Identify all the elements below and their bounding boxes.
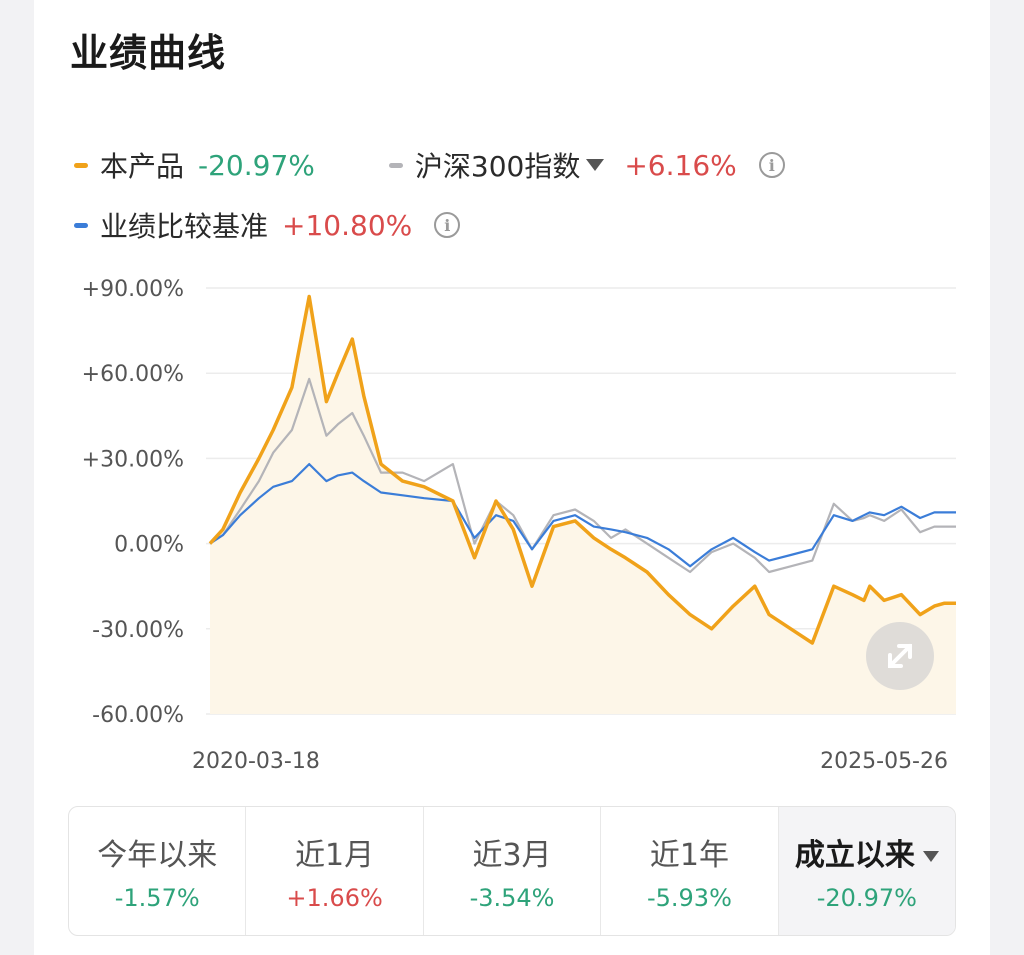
legend-index-label[interactable]: 沪深300指数 [414,150,581,183]
expand-icon [888,644,912,668]
period-selector: 今年以来 -1.57% 近1月 +1.66% 近3月 -3.54% 近1年 -5… [68,806,956,936]
period-1y[interactable]: 近1年 -5.93% [601,807,779,935]
legend-product-label: 本产品 [100,150,185,183]
y-tick-label: -30.00% [92,618,184,643]
period-label: 今年以来 [97,838,218,873]
period-3m[interactable]: 近3月 -3.54% [424,807,602,935]
product-swatch [74,162,88,168]
benchmark-series-line [209,463,956,568]
period-label: 近1月 [295,838,375,873]
x-tick-label-end: 2025-05-26 [820,749,948,774]
index-swatch [388,162,403,168]
period-label: 近3月 [472,838,552,873]
legend-product-value: -20.97% [198,148,315,182]
period-value: -3.54% [469,884,555,912]
index-series-line [209,377,956,574]
legend-index-value: +6.16% [624,148,737,182]
legend-benchmark-value: +10.80% [282,208,413,242]
y-tick-label: -60.00% [92,703,184,728]
y-tick-label: +90.00% [82,277,184,302]
y-tick-label: +60.00% [82,362,184,387]
period-value: -1.57% [114,884,200,912]
performance-chart[interactable]: +90.00% +60.00% +30.00% 0.00% -30.00% -60.00%… [34,260,990,780]
benchmark-swatch [74,222,88,228]
y-tick-label: +30.00% [82,447,184,472]
legend-row-2: 业绩比较基准 +10.80% i [74,205,461,245]
period-value: +1.66% [286,884,383,912]
x-tick-label-start: 2020-03-18 [192,749,320,774]
period-since-inception[interactable]: 成立以来 -20.97% [778,807,955,935]
period-value: -20.97% [816,884,917,912]
period-label: 成立以来 [794,838,915,873]
legend-row-1: 本产品 -20.97% 沪深300指数 +6.16% i [74,145,785,185]
benchmark-info-icon[interactable]: i [434,212,461,238]
period-label: 近1年 [649,838,729,873]
legend-benchmark-label: 业绩比较基准 [100,210,269,243]
y-tick-label: 0.00% [114,533,184,558]
performance-card: 业绩曲线 本产品 -20.97% 沪深300指数 +6.16% i 业绩比较基准… [34,0,990,955]
period-ytd[interactable]: 今年以来 -1.57% [69,807,247,935]
index-dropdown-icon[interactable] [586,159,605,171]
product-area-fill [210,296,956,714]
index-info-icon[interactable]: i [758,152,785,178]
expand-chart-button[interactable] [866,622,934,690]
period-1m[interactable]: 近1月 +1.66% [246,807,424,935]
product-series-line [208,294,956,645]
period-value: -5.93% [646,884,732,912]
period-dropdown-icon[interactable] [922,851,939,862]
page-title: 业绩曲线 [70,31,227,75]
